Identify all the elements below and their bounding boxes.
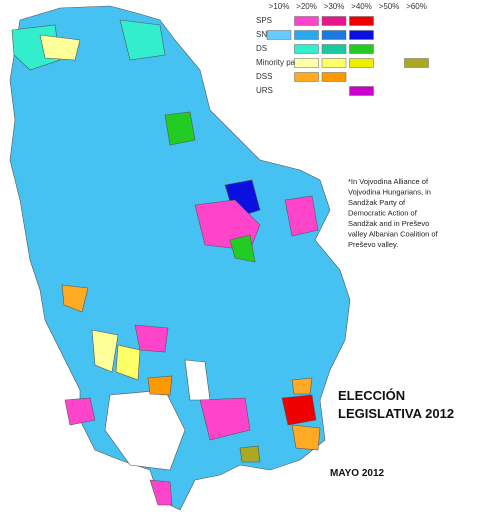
legend-swatch [321,72,347,82]
map-date: MAYO 2012 [330,468,385,479]
footnote-line: Vojvodina Hungarians, in [348,188,431,197]
region [281,394,317,426]
legend-column: >20% [296,2,317,11]
legend-swatch [294,58,319,68]
legend-swatch [294,72,319,82]
region [229,234,256,263]
legend-label: Minority party* [256,58,307,67]
region [115,344,141,381]
legend-column: >30% [324,2,345,11]
region [91,329,119,373]
legend-swatch [349,44,374,54]
legend-label: SNS [256,30,272,39]
footnote-line: *In Vojvodina Alliance of [348,177,429,186]
legend-swatch [321,16,347,26]
footnote-line: valley Albanian Coalition of [348,230,439,239]
region [64,397,96,426]
legend-swatch [349,16,374,26]
legend-swatch [321,44,347,54]
map [9,5,351,511]
map-title: ELECCIÓN [338,388,405,403]
region [147,375,173,396]
region [119,19,166,61]
region [291,424,321,451]
region [134,324,169,353]
legend-swatch [321,58,347,68]
footnote: *In Vojvodina Alliance of Vojvodina Hunga… [348,177,439,249]
legend-swatch [294,30,319,40]
legend-label: URS [256,86,273,95]
legend-column: >60% [406,2,427,11]
legend-column: >10% [269,2,290,11]
legend-swatch [266,30,292,40]
region [149,479,173,506]
legend-swatch [294,44,319,54]
legend-swatch [349,86,374,96]
legend-swatch [404,58,429,68]
country-outline [9,5,351,511]
region [39,34,81,61]
footnote-line: Preševo valley. [348,240,398,249]
footnote-line: Democratic Action of [348,209,418,218]
region [61,284,89,313]
legend-label: DSS [256,72,272,81]
legend: >10% >20% >30% >40% >50% >60% SPS SNS DS Minority… [256,2,429,96]
legend-swatch [321,30,347,40]
legend-label: SPS [256,16,272,25]
region [199,397,251,441]
legend-label: DS [256,44,267,53]
legend-swatch [349,58,374,68]
region [291,377,313,395]
map-title: LEGISLATIVA 2012 [338,406,454,421]
legend-swatch [349,30,374,40]
region [164,111,196,146]
region [239,445,261,463]
legend-swatch [294,16,319,26]
legend-column: >50% [379,2,400,11]
footnote-line: Sandžak Party of [348,198,406,207]
legend-column: >40% [351,2,372,11]
footnote-line: Sandžak and in Preševo [348,219,429,228]
region [284,195,319,237]
